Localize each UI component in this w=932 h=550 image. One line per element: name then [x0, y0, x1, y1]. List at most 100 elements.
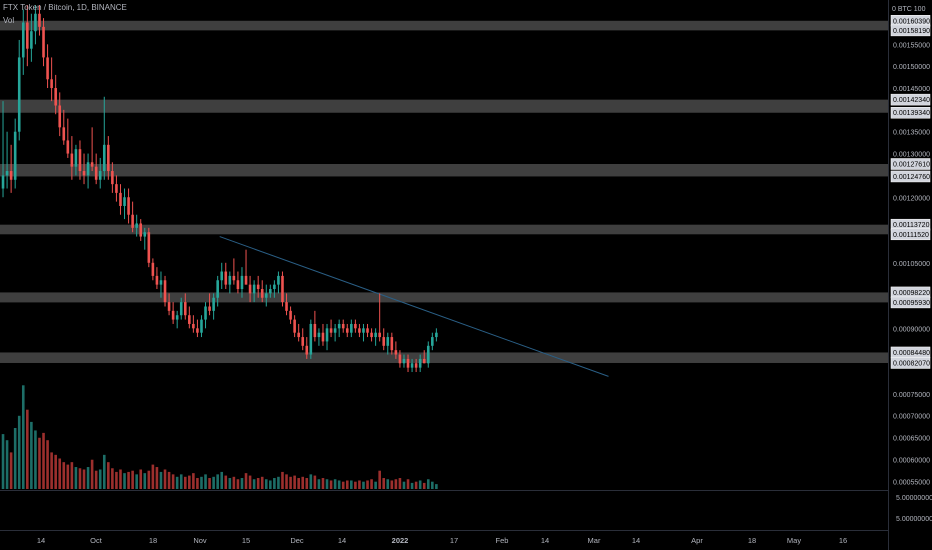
candle-body: [212, 297, 215, 311]
volume-bar: [9, 452, 13, 489]
volume-bar: [74, 467, 78, 489]
candle-body: [119, 192, 122, 206]
volume-bar: [297, 478, 300, 489]
time-tick-label: 18: [149, 536, 157, 545]
zone-price-label: 0.00113720: [893, 222, 930, 229]
candle-body: [123, 197, 126, 206]
candle-body: [17, 57, 21, 132]
candle-body: [297, 332, 300, 338]
time-tick-label: 15: [242, 536, 250, 545]
volume-bar: [94, 470, 98, 489]
candle-body: [46, 57, 49, 80]
candle-body: [26, 22, 29, 49]
volume-bar: [212, 476, 215, 489]
price-tick-label: 0.00055000: [893, 479, 930, 486]
volume-bar: [426, 479, 430, 489]
volume-bar: [313, 475, 317, 489]
volume-bar: [382, 478, 386, 489]
zone-price-label: 0.00084480: [893, 350, 930, 357]
candle-body: [305, 345, 309, 355]
candle-body: [127, 197, 130, 215]
price-tick-label: 0.00145000: [893, 86, 930, 93]
price-tick-label: 0.00070000: [893, 414, 930, 421]
volume-bar: [317, 479, 321, 489]
candle-body: [273, 284, 276, 290]
zone-price-box: [890, 158, 931, 170]
volume-bar: [260, 476, 264, 489]
volume-bar: [38, 437, 41, 489]
volume-bar: [337, 480, 341, 489]
volume-bar: [390, 480, 394, 489]
candle-body: [74, 149, 78, 167]
candle-body: [293, 319, 296, 333]
candle-body: [418, 358, 422, 368]
volume-bar: [232, 476, 236, 489]
volume-bar: [224, 475, 228, 489]
candle-body: [171, 310, 175, 320]
time-tick-label: 14: [541, 536, 549, 545]
price-tick-label: 0.00060000: [893, 457, 930, 464]
candle-body: [341, 323, 345, 329]
volume-label: Vol: [3, 16, 15, 25]
price-tick-label: 0.00090000: [893, 326, 930, 333]
volume-bar: [374, 481, 377, 489]
zone-price-box: [890, 228, 931, 241]
volume-bar: [228, 478, 232, 489]
zone-band-5: [0, 352, 888, 363]
volume-bar: [402, 481, 406, 489]
candle-body: [167, 302, 171, 311]
volume-bar: [350, 480, 353, 489]
candle-body: [139, 223, 143, 237]
zone-price-box: [890, 296, 931, 309]
candle-body: [277, 275, 280, 285]
volume-bar: [167, 471, 171, 489]
time-tick-label: 14: [37, 536, 45, 545]
candle-body: [107, 144, 110, 172]
candle-body: [414, 363, 418, 368]
zone-band-2: [0, 164, 888, 177]
candle-body: [426, 345, 430, 364]
volume-bar: [13, 428, 17, 489]
candle-body: [325, 328, 329, 342]
candle-body: [422, 358, 426, 364]
volume-bar: [333, 479, 337, 489]
candle-body: [394, 350, 398, 355]
time-tick-label: 18: [748, 536, 756, 545]
price-tick-label: 0.00135000: [893, 130, 930, 137]
time-tick-label: Nov: [193, 536, 207, 545]
candle-body: [386, 337, 390, 346]
candle-body: [159, 280, 163, 285]
volume-bar: [208, 478, 211, 489]
candle-body: [155, 275, 159, 285]
volume-bar: [46, 440, 49, 489]
volume-bar: [345, 480, 349, 489]
candle-body: [183, 302, 187, 316]
candle-body: [192, 323, 195, 329]
volume-bar: [394, 479, 398, 489]
candle-body: [58, 105, 62, 128]
price-tick-label: 0.00155000: [893, 42, 930, 49]
volume-bar: [62, 462, 66, 489]
candle-body: [34, 13, 37, 32]
zone-band-1: [0, 99, 888, 113]
candle-body: [21, 22, 25, 58]
volume-bar: [289, 476, 292, 489]
volume-bar: [325, 479, 329, 489]
zone-price-label: 0.00160390: [893, 18, 930, 25]
volume-bar: [196, 478, 199, 489]
volume-bar: [54, 454, 57, 489]
price-tick-label: 0.00150000: [893, 64, 930, 71]
volume-bar: [123, 473, 126, 489]
axis-header-label: 0 BTC 100: [892, 6, 926, 13]
volume-bar: [183, 476, 187, 489]
volume-bar: [86, 467, 90, 489]
volume-bar: [366, 480, 369, 489]
volume-bar: [220, 471, 224, 489]
time-tick-label: Oct: [90, 536, 103, 545]
candle-body: [354, 323, 357, 329]
volume-bar: [42, 432, 45, 489]
volume-bar: [252, 479, 256, 489]
volume-bar: [244, 473, 248, 489]
candle-body: [390, 337, 394, 351]
